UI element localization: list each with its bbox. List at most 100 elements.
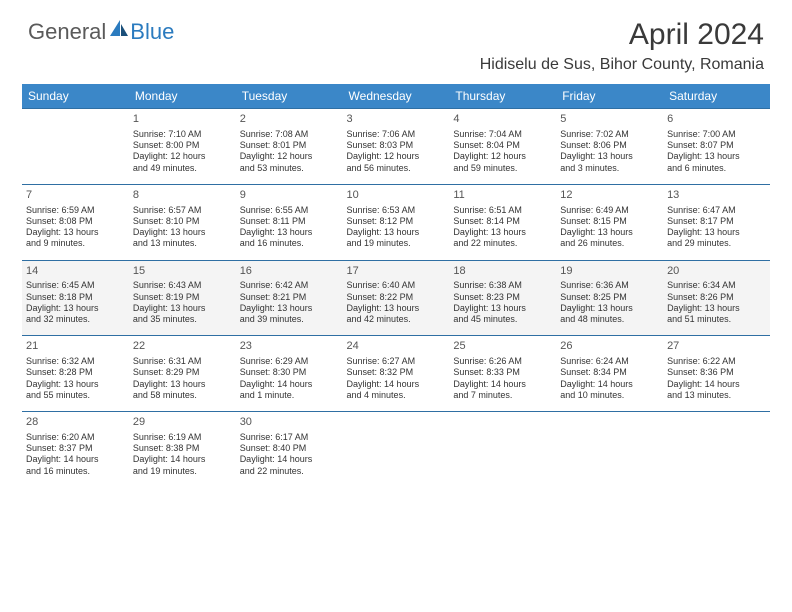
location-subtitle: Hidiselu de Sus, Bihor County, Romania <box>480 56 764 74</box>
calendar-cell: 1Sunrise: 7:10 AMSunset: 8:00 PMDaylight… <box>129 109 236 185</box>
calendar-cell: 19Sunrise: 6:36 AMSunset: 8:25 PMDayligh… <box>556 260 663 336</box>
sunset-text: Sunset: 8:25 PM <box>560 292 659 303</box>
sunrise-text: Sunrise: 6:59 AM <box>26 205 125 216</box>
sunset-text: Sunset: 8:33 PM <box>453 367 552 378</box>
calendar-row: 21 Sunrise: 6:32 AMSunset: 8:28 PM Dayligh… <box>22 336 770 412</box>
sunset-text: Sunset: 8:00 PM <box>133 140 232 151</box>
daylight-text: Daylight: 13 hours <box>453 303 552 314</box>
calendar-cell: 3 Sunrise: 7:06 AMSunset: 8:03 PMDaylight… <box>343 109 450 185</box>
daylight-text: and 29 minutes. <box>667 238 766 249</box>
sunset-text: Sunset: 8:18 PM <box>26 292 125 303</box>
day-number: 4 <box>453 113 552 127</box>
calendar-cell: 2Sunrise: 7:08 AMSunset: 8:01 PMDaylight… <box>236 109 343 185</box>
sunrise-text: Sunrise: 6:51 AM <box>453 205 552 216</box>
day-number: 5 <box>560 113 659 127</box>
sunrise-text: Sunrise: 6:36 AM <box>560 280 659 291</box>
sunrise-text: Sunrise: 6:32 AM <box>26 356 125 367</box>
day-number: 6 <box>667 113 766 127</box>
daylight-text: and 19 minutes. <box>347 238 446 249</box>
calendar-body: 1Sunrise: 7:10 AMSunset: 8:00 PMDaylight… <box>22 109 770 487</box>
sunset-text: Sunset: 8:22 PM <box>347 292 446 303</box>
day-number: 13 <box>667 189 766 203</box>
day-number: 16 <box>240 265 339 279</box>
sunset-text: Sunset: 8:19 PM <box>133 292 232 303</box>
sunrise-text: Sunrise: 6:24 AM <box>560 356 659 367</box>
daylight-text: and 16 minutes. <box>240 238 339 249</box>
month-title: April 2024 <box>480 18 764 52</box>
day-number: 2 <box>240 113 339 127</box>
daylight-text: Daylight: 14 hours <box>560 379 659 390</box>
daylight-text: and 13 minutes. <box>667 390 766 401</box>
calendar-row: 7Sunrise: 6:59 AMSunset: 8:08 PMDaylight… <box>22 184 770 260</box>
day-number: 29 <box>133 416 232 430</box>
daylight-text: Daylight: 13 hours <box>560 303 659 314</box>
day-number: 25 <box>453 340 552 354</box>
calendar-table: Sunday Monday Tuesday Wednesday Thursday… <box>22 84 770 487</box>
header: General Blue April 2024 Hidiselu de Sus,… <box>0 0 792 74</box>
day-number: 7 <box>26 189 125 203</box>
daylight-text: and 9 minutes. <box>26 238 125 249</box>
day-number: 20 <box>667 265 766 279</box>
daylight-text: Daylight: 13 hours <box>240 227 339 238</box>
daylight-text: Daylight: 12 hours <box>453 151 552 162</box>
calendar-cell <box>22 109 129 185</box>
logo-text-blue: Blue <box>130 19 174 45</box>
daylight-text: and 39 minutes. <box>240 314 339 325</box>
daylight-text: and 3 minutes. <box>560 163 659 174</box>
calendar-cell <box>343 412 450 487</box>
sunset-text: Sunset: 8:10 PM <box>133 216 232 227</box>
daylight-text: Daylight: 13 hours <box>560 151 659 162</box>
daylight-text: and 6 minutes. <box>667 163 766 174</box>
dayhead-wed: Wednesday <box>343 84 450 109</box>
day-number: 21 <box>26 340 125 354</box>
daylight-text: and 1 minute. <box>240 390 339 401</box>
calendar-cell: 24Sunrise: 6:27 AMSunset: 8:32 PMDayligh… <box>343 336 450 412</box>
daylight-text: and 16 minutes. <box>26 466 125 477</box>
calendar-cell: 28Sunrise: 6:20 AMSunset: 8:37 PMDayligh… <box>22 412 129 487</box>
logo-text-general: General <box>28 19 106 45</box>
sunset-text: Sunset: 8:07 PM <box>667 140 766 151</box>
sunset-text: Sunset: 8:38 PM <box>133 443 232 454</box>
sunset-text: Sunset: 8:28 PM <box>26 367 125 378</box>
calendar-cell: 11Sunrise: 6:51 AMSunset: 8:14 PMDayligh… <box>449 184 556 260</box>
day-number: 18 <box>453 265 552 279</box>
daylight-text: Daylight: 13 hours <box>667 151 766 162</box>
sunset-text: Sunset: 8:26 PM <box>667 292 766 303</box>
day-number: 26 <box>560 340 659 354</box>
daylight-text: Daylight: 13 hours <box>667 227 766 238</box>
sunrise-text: Sunrise: 7:06 AM <box>347 129 446 140</box>
sunrise-text: Sunrise: 6:29 AM <box>240 356 339 367</box>
logo: General Blue <box>28 18 174 45</box>
calendar-cell: 18Sunrise: 6:38 AMSunset: 8:23 PMDayligh… <box>449 260 556 336</box>
calendar-cell <box>663 412 770 487</box>
daylight-text: Daylight: 12 hours <box>347 151 446 162</box>
daylight-text: Daylight: 13 hours <box>133 227 232 238</box>
daylight-text: and 59 minutes. <box>453 163 552 174</box>
calendar-cell: 23Sunrise: 6:29 AMSunset: 8:30 PMDayligh… <box>236 336 343 412</box>
daylight-text: Daylight: 12 hours <box>133 151 232 162</box>
sunset-text: Sunset: 8:40 PM <box>240 443 339 454</box>
day-number: 10 <box>347 189 446 203</box>
daylight-text: Daylight: 13 hours <box>560 227 659 238</box>
daylight-text: and 48 minutes. <box>560 314 659 325</box>
calendar-cell: 5Sunrise: 7:02 AMSunset: 8:06 PMDaylight… <box>556 109 663 185</box>
dayhead-sat: Saturday <box>663 84 770 109</box>
sunrise-text: Sunrise: 6:55 AM <box>240 205 339 216</box>
daylight-text: Daylight: 13 hours <box>26 303 125 314</box>
day-number: 3 <box>347 113 446 127</box>
sunset-text: Sunset: 8:03 PM <box>347 140 446 151</box>
sunset-text: Sunset: 8:17 PM <box>667 216 766 227</box>
sunset-text: Sunset: 8:23 PM <box>453 292 552 303</box>
daylight-text: and 42 minutes. <box>347 314 446 325</box>
calendar-cell: 8Sunrise: 6:57 AMSunset: 8:10 PMDaylight… <box>129 184 236 260</box>
sunrise-text: Sunrise: 7:02 AM <box>560 129 659 140</box>
daylight-text: Daylight: 13 hours <box>453 227 552 238</box>
calendar-cell: 9Sunrise: 6:55 AMSunset: 8:11 PMDaylight… <box>236 184 343 260</box>
sunrise-text: Sunrise: 6:19 AM <box>133 432 232 443</box>
sunrise-text: Sunrise: 7:08 AM <box>240 129 339 140</box>
sunrise-text: Sunrise: 6:43 AM <box>133 280 232 291</box>
dayhead-fri: Friday <box>556 84 663 109</box>
calendar-cell: 21Sunrise: 6:32 AMSunset: 8:28 PMDayligh… <box>22 336 129 412</box>
day-number: 1 <box>133 113 232 127</box>
day-number: 8 <box>133 189 232 203</box>
